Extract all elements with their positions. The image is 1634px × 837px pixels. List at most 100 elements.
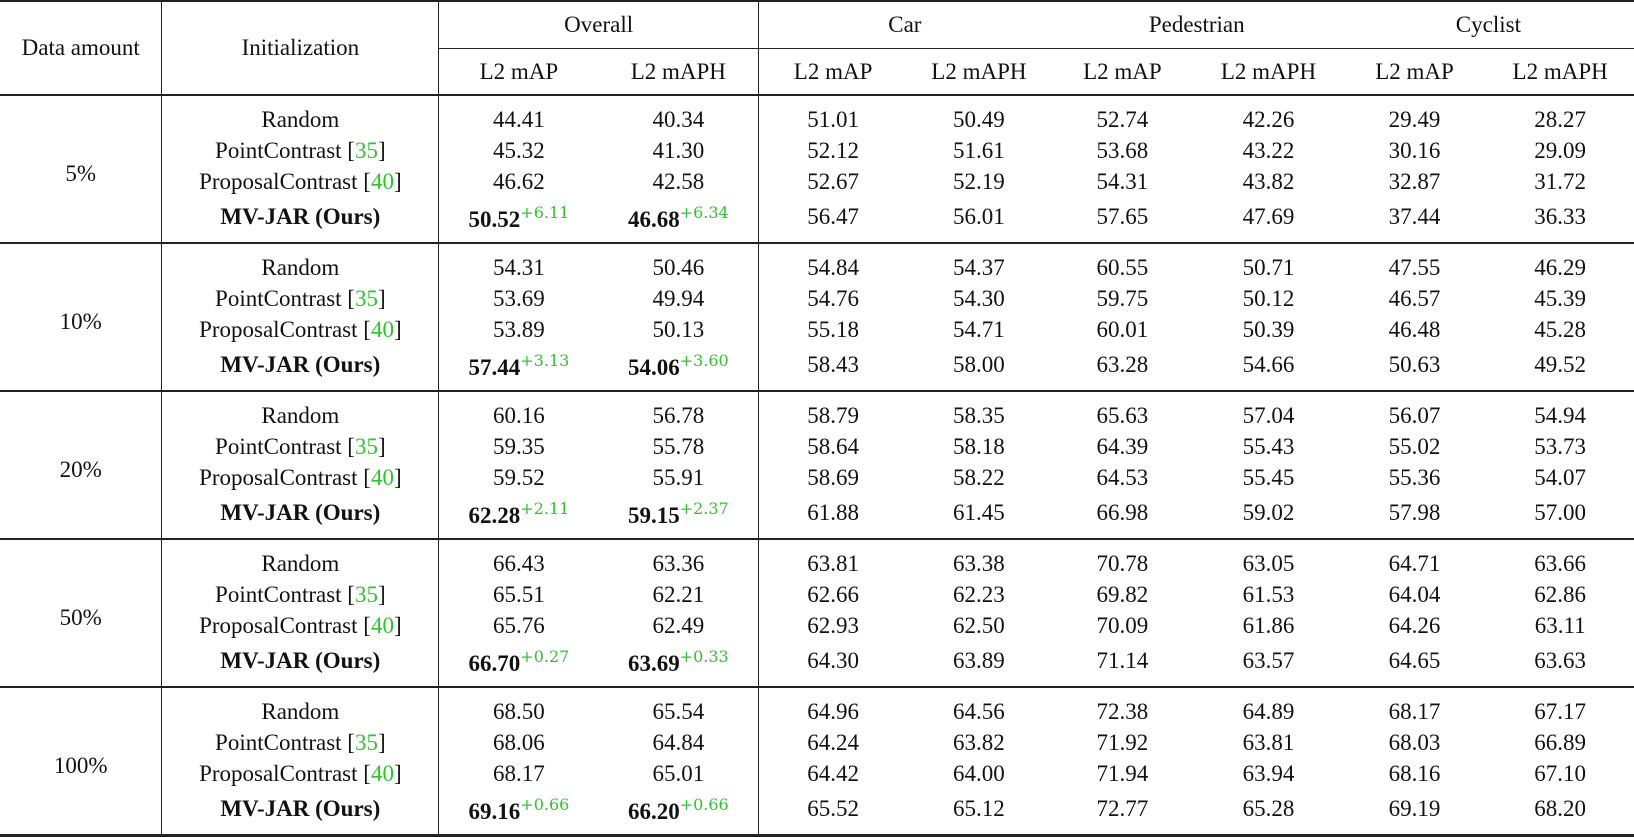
value-cell: 42.26 [1194, 94, 1343, 135]
value-cell: 61.45 [907, 493, 1051, 539]
table-row: ProposalContrast [40] 46.62 42.58 52.67 52.1… [0, 166, 1634, 197]
value-text: 64.89 [1242, 699, 1295, 724]
value-cell: 28.27 [1486, 94, 1634, 135]
value-text: 64.53 [1096, 465, 1149, 490]
citation-link[interactable]: 35 [354, 138, 378, 163]
value-cell: 46.57 [1343, 283, 1487, 314]
value-cell: 54.31 [438, 242, 599, 283]
value-cell: 71.94 [1051, 758, 1195, 789]
value-cell: 63.57 [1194, 641, 1343, 687]
value-cell: 54.84 [758, 242, 908, 283]
value-cell: 62.28+2.11 [438, 493, 599, 539]
data-amount-cell: 20% [0, 390, 162, 539]
citation-link[interactable]: 35 [354, 434, 378, 459]
method-cell: PointContrast [35] [161, 727, 439, 758]
value-text: 36.33 [1534, 203, 1587, 229]
value-text: 64.39 [1096, 434, 1149, 459]
value-cell: 63.66 [1486, 538, 1634, 579]
table-row: ProposalContrast [40] 65.76 62.49 62.93 62.5… [0, 610, 1634, 641]
citation-link[interactable]: 40 [370, 761, 394, 786]
header-row-groups: Data amount Initialization Overall Car P… [0, 0, 1634, 95]
value-cell: 56.47 [758, 197, 908, 243]
value-text: 49.52 [1534, 351, 1587, 377]
value-text: 59.15 [627, 503, 680, 528]
citation-link[interactable]: 35 [354, 582, 378, 607]
value-text: 63.81 [807, 551, 859, 576]
value-cell: 69.16+0.66 [438, 789, 599, 837]
value-cell: 55.18 [758, 314, 908, 345]
method-cell: MV-JAR (Ours) [161, 641, 439, 687]
method-cell: MV-JAR (Ours) [161, 493, 439, 539]
value-cell: 66.43 [438, 538, 599, 579]
value-text: 54.71 [953, 317, 1005, 342]
value-text: 64.71 [1388, 551, 1441, 576]
value-cell: 58.35 [907, 390, 1051, 431]
value-cell: 62.49 [599, 610, 759, 641]
value-text: 68.06 [493, 730, 545, 755]
value-cell: 47.55 [1342, 242, 1487, 283]
value-text: 32.87 [1388, 169, 1441, 194]
value-cell: 68.03 [1343, 727, 1487, 758]
value-text: 63.89 [953, 647, 1005, 673]
data-amount-cell: 100% [0, 686, 162, 837]
value-cell: 58.64 [758, 431, 908, 462]
method-name: ProposalContrast [199, 169, 358, 194]
value-text: 64.96 [807, 699, 859, 724]
citation-link[interactable]: 35 [354, 286, 378, 311]
value-text: 60.16 [493, 403, 545, 428]
value-text: 50.46 [652, 255, 705, 280]
value-text: 62.49 [652, 613, 705, 638]
value-cell: 45.28 [1486, 314, 1634, 345]
value-cell: 64.71 [1342, 538, 1487, 579]
value-cell: 70.09 [1051, 610, 1195, 641]
value-text: 71.94 [1096, 761, 1149, 786]
citation-link[interactable]: 40 [370, 465, 394, 490]
value-text: 42.58 [652, 169, 705, 194]
citation-link[interactable]: 35 [354, 730, 378, 755]
value-text: 69.82 [1096, 582, 1149, 607]
value-text: 70.78 [1096, 551, 1149, 576]
header-group-car: Car [758, 0, 1051, 49]
value-cell: 62.21 [599, 579, 759, 610]
value-cell: 36.33 [1486, 197, 1634, 243]
value-cell: 47.69 [1194, 197, 1343, 243]
value-text: 56.47 [807, 203, 859, 229]
value-text: 58.69 [807, 465, 859, 490]
gain-superscript: +6.34 [679, 203, 729, 222]
value-text: 53.89 [493, 317, 545, 342]
table-row: PointContrast [35] 45.32 41.30 52.12 51.61 53… [0, 135, 1634, 166]
data-amount-cell: 10% [0, 242, 162, 391]
value-text: 69.16 [468, 799, 521, 824]
value-text: 63.63 [1534, 647, 1587, 673]
table-row: MV-JAR (Ours) 57.44+3.13 54.06+3.60 58.43 58… [0, 345, 1634, 391]
value-text: 55.45 [1242, 465, 1295, 490]
value-text: 72.38 [1096, 699, 1149, 724]
citation-link[interactable]: 40 [370, 169, 394, 194]
method-cell: Random [161, 242, 439, 283]
value-text: 65.28 [1242, 795, 1295, 821]
value-cell: 57.65 [1051, 197, 1195, 243]
value-cell: 59.75 [1051, 283, 1195, 314]
value-text: 43.82 [1242, 169, 1295, 194]
method-name: ProposalContrast [199, 613, 358, 638]
citation-link[interactable]: 40 [370, 613, 394, 638]
value-cell: 64.89 [1194, 686, 1343, 727]
header-metric: L2 mAP [758, 48, 908, 95]
value-cell: 50.63 [1343, 345, 1487, 391]
method-name: MV-JAR (Ours) [220, 499, 381, 525]
value-text: 54.31 [1096, 169, 1149, 194]
value-text: 66.70 [468, 651, 521, 676]
value-cell: 40.34 [598, 94, 759, 135]
table-body: 5% Random 44.41 40.34 51.01 50.49 52.74 42.26 29… [0, 94, 1634, 837]
value-cell: 64.56 [907, 686, 1051, 727]
data-amount-cell: 50% [0, 538, 162, 687]
value-text: 46.68 [627, 207, 680, 232]
value-cell: 68.20 [1486, 789, 1634, 837]
header-row-metrics: L2 mAP L2 mAPH L2 mAP L2 mAPH L2 mAP L2 … [0, 48, 1634, 95]
citation-link[interactable]: 40 [370, 317, 394, 342]
value-text: 57.44 [468, 355, 521, 380]
value-text: 54.06 [627, 355, 680, 380]
value-cell: 65.63 [1050, 390, 1195, 431]
value-cell: 56.01 [907, 197, 1051, 243]
